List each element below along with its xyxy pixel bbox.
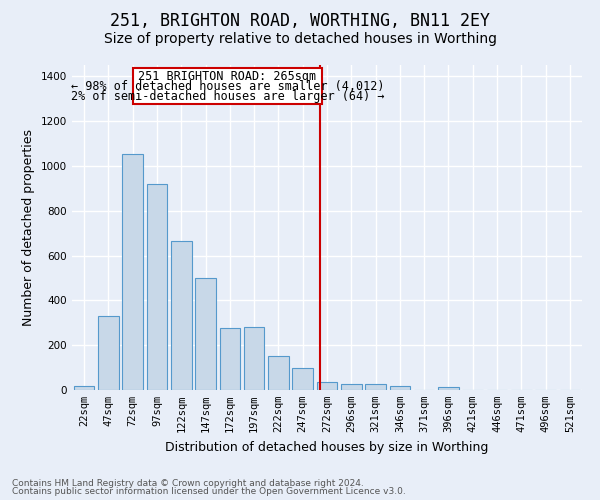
FancyBboxPatch shape <box>133 68 322 104</box>
Bar <box>195 278 216 390</box>
Bar <box>122 154 143 390</box>
Bar <box>365 384 386 390</box>
Bar <box>171 240 191 390</box>
Bar <box>74 386 94 390</box>
Text: 251 BRIGHTON ROAD: 265sqm: 251 BRIGHTON ROAD: 265sqm <box>139 70 316 83</box>
Text: Contains public sector information licensed under the Open Government Licence v3: Contains public sector information licen… <box>12 487 406 496</box>
Text: Size of property relative to detached houses in Worthing: Size of property relative to detached ho… <box>104 32 497 46</box>
Bar <box>146 184 167 390</box>
Text: Contains HM Land Registry data © Crown copyright and database right 2024.: Contains HM Land Registry data © Crown c… <box>12 478 364 488</box>
X-axis label: Distribution of detached houses by size in Worthing: Distribution of detached houses by size … <box>166 440 488 454</box>
Bar <box>341 384 362 390</box>
Text: 2% of semi-detached houses are larger (64) →: 2% of semi-detached houses are larger (6… <box>71 90 384 103</box>
Bar <box>292 368 313 390</box>
Bar <box>98 316 119 390</box>
Bar <box>244 327 265 390</box>
Y-axis label: Number of detached properties: Number of detached properties <box>22 129 35 326</box>
Bar <box>220 328 240 390</box>
Bar <box>268 356 289 390</box>
Bar <box>438 388 459 390</box>
Bar <box>389 386 410 390</box>
Text: 251, BRIGHTON ROAD, WORTHING, BN11 2EY: 251, BRIGHTON ROAD, WORTHING, BN11 2EY <box>110 12 490 30</box>
Text: ← 98% of detached houses are smaller (4,012): ← 98% of detached houses are smaller (4,… <box>71 80 384 93</box>
Bar <box>317 382 337 390</box>
